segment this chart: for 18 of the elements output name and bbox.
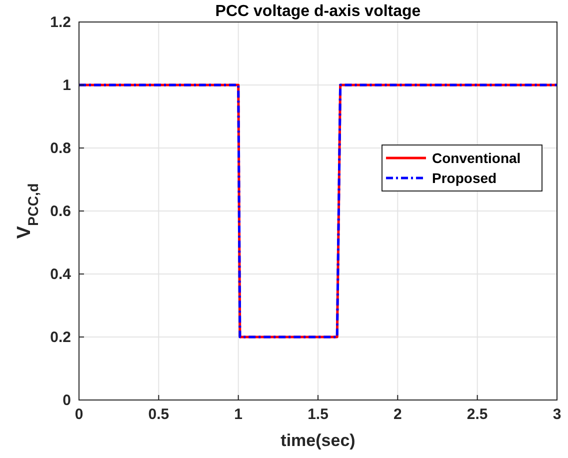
x-tick-label: 2.5 bbox=[466, 406, 488, 423]
chart-title: PCC voltage d-axis voltage bbox=[215, 3, 421, 20]
y-tick-label: 1 bbox=[62, 77, 71, 94]
y-tick-label: 1.2 bbox=[50, 14, 71, 31]
y-tick-label: 0.2 bbox=[50, 329, 71, 346]
y-tick-label: 0.4 bbox=[50, 266, 72, 283]
x-tick-label: 1.5 bbox=[308, 406, 328, 423]
x-axis-title: time(sec) bbox=[280, 431, 356, 450]
y-tick-label: 0 bbox=[62, 392, 71, 409]
legend-label: Proposed bbox=[432, 170, 497, 186]
y-tick-label: 0.6 bbox=[50, 203, 71, 220]
x-tick-label: 0 bbox=[74, 406, 84, 423]
x-tick-label: 0.5 bbox=[148, 406, 170, 423]
x-tick-label: 3 bbox=[552, 406, 562, 423]
x-tick-label: 1 bbox=[234, 406, 243, 423]
legend-label: Conventional bbox=[432, 150, 521, 166]
x-tick-label: 2 bbox=[393, 406, 402, 423]
y-tick-label: 0.8 bbox=[50, 140, 71, 157]
